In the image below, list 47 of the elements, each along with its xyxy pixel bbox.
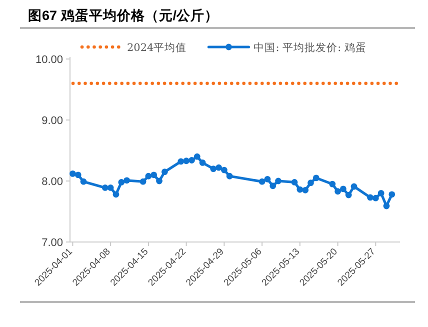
point — [270, 182, 276, 190]
point — [220, 166, 228, 174]
y-tick-label: 8.00 — [42, 176, 63, 188]
point — [264, 176, 271, 182]
legend-label: 中国: 平均批发价: 鸡蛋 — [254, 41, 366, 54]
point — [156, 178, 162, 184]
point — [308, 180, 314, 186]
point — [178, 158, 184, 165]
point — [275, 178, 282, 184]
point — [210, 166, 217, 172]
y-tick-label: 7.00 — [42, 237, 63, 249]
point — [258, 178, 266, 185]
point — [367, 194, 374, 201]
point — [188, 157, 195, 164]
point — [388, 191, 396, 198]
point — [80, 178, 87, 185]
point — [107, 184, 114, 191]
point — [291, 179, 298, 186]
point — [118, 179, 125, 186]
point — [145, 172, 152, 180]
point — [74, 172, 82, 178]
point — [70, 170, 76, 177]
point — [140, 178, 146, 185]
point — [302, 186, 309, 194]
point — [312, 174, 320, 182]
point — [226, 172, 233, 180]
y-tick-label: 10.00 — [35, 54, 63, 66]
point — [378, 190, 384, 196]
y-tick-label: 9.00 — [42, 115, 63, 127]
legend-label: 2024平均值 — [127, 42, 187, 54]
point — [199, 160, 206, 166]
point — [350, 183, 358, 190]
point — [383, 202, 390, 210]
point — [194, 153, 200, 160]
point — [216, 164, 222, 171]
point — [372, 194, 379, 202]
point — [334, 188, 341, 195]
point — [329, 180, 336, 188]
point — [161, 168, 168, 176]
point — [340, 186, 346, 192]
point — [183, 158, 190, 164]
point — [150, 172, 158, 178]
point — [102, 184, 108, 191]
chart-title: 图67 鸡蛋平均价格（元/公斤） — [28, 7, 219, 23]
point — [345, 192, 352, 198]
point — [124, 177, 130, 184]
point — [112, 191, 120, 198]
